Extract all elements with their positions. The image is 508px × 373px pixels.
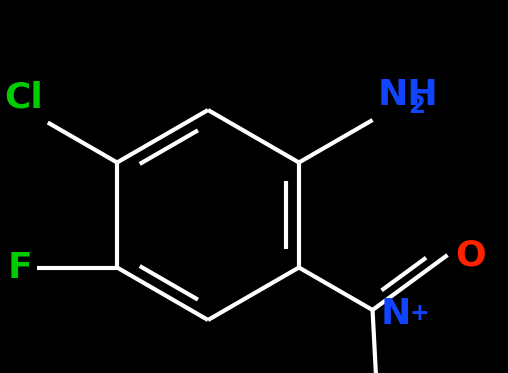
Text: N: N xyxy=(380,297,411,331)
Text: O: O xyxy=(456,238,486,272)
Text: Cl: Cl xyxy=(4,81,43,115)
Text: F: F xyxy=(7,251,32,285)
Text: +: + xyxy=(409,302,429,325)
Text: NH: NH xyxy=(377,78,438,112)
Text: 2: 2 xyxy=(408,94,425,118)
